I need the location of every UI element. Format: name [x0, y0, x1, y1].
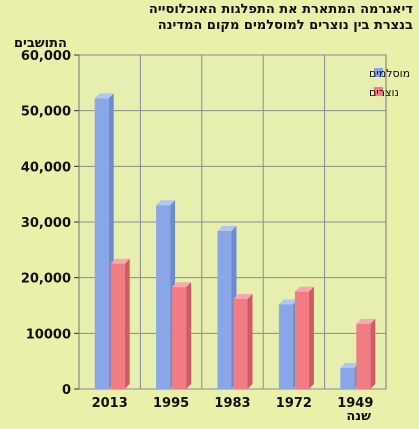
y-tick-label: 40,000: [21, 160, 71, 175]
y-tick-label: 0: [62, 383, 71, 398]
bar: [278, 304, 293, 389]
y-axis-ticks: 0 10000 20,000 30,000 40,000 50,000 60,000: [21, 49, 71, 398]
bar-top: [156, 200, 176, 206]
chart-title-block: דיאגרמה המתארת את התפלגות האוכלוסייה בנצ…: [8, 2, 413, 34]
legend-swatch: [374, 68, 383, 77]
x-category-label: 1949: [337, 396, 373, 411]
bar: [94, 98, 109, 390]
bar: [217, 230, 232, 389]
bar-top: [340, 362, 360, 368]
bar-top: [356, 318, 376, 324]
bar: [110, 263, 125, 389]
bar: [294, 291, 309, 389]
x-category-label: 1972: [276, 396, 312, 411]
y-tick-label: 50,000: [21, 105, 71, 120]
y-tick-label: 60,000: [21, 49, 71, 64]
legend-swatch: [374, 87, 383, 96]
y-tick-label: 30,000: [21, 216, 71, 231]
bar-top: [233, 293, 253, 299]
chart-title: דיאגרמה המתארת את התפלגות האוכלוסייה: [148, 2, 413, 17]
legend-label: מוסלמים: [369, 67, 410, 80]
legend: מוסלמים נוצרים: [369, 67, 410, 99]
bar: [356, 323, 371, 389]
bar: [172, 287, 187, 389]
x-axis-categories: 2013 1995 1983 1972 1949: [92, 396, 374, 411]
bar-side: [124, 258, 130, 389]
y-tick-label: 10000: [26, 327, 71, 342]
x-axis-label: שנה: [346, 409, 371, 424]
legend-label: נוצרים: [369, 86, 399, 99]
bar-top: [294, 286, 314, 292]
bar: [156, 205, 171, 389]
bars: [94, 93, 376, 390]
bar-top: [110, 258, 130, 264]
x-category-label: 1983: [214, 396, 250, 411]
chart-subtitle: בנצרת בין נוצרים למוסלמים מקום המדינה: [157, 18, 413, 33]
bar-top: [94, 93, 114, 99]
bar-top: [217, 225, 237, 231]
bar-side: [370, 318, 376, 389]
bar-side: [247, 293, 253, 389]
bar-top: [278, 299, 298, 305]
bar: [340, 367, 355, 389]
bar-top: [172, 282, 192, 288]
x-category-label: 1995: [153, 396, 189, 411]
bar-side: [308, 286, 314, 389]
x-category-label: 2013: [92, 396, 128, 411]
bar: [233, 298, 248, 389]
y-axis-label: התושבים: [14, 36, 67, 51]
y-tick-label: 20,000: [21, 272, 71, 287]
bar-side: [186, 282, 192, 389]
